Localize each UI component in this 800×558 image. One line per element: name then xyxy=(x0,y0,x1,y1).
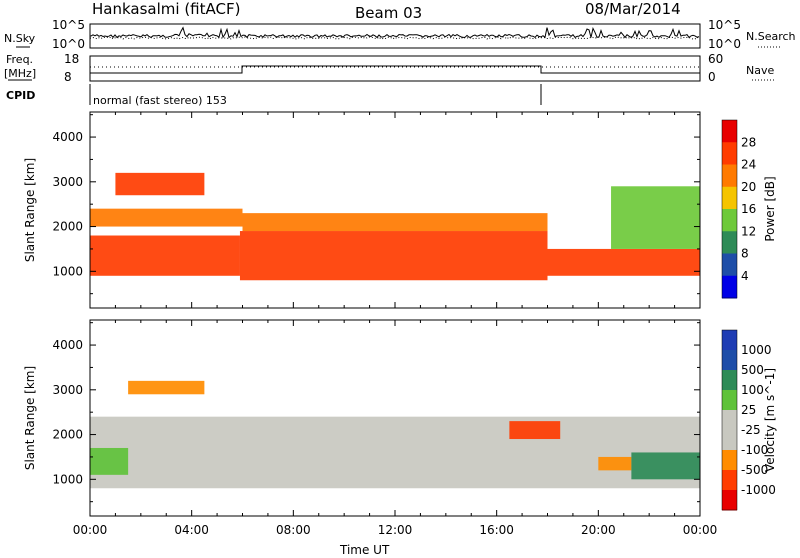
data-band xyxy=(631,452,700,480)
colorbar-tick-label: 16 xyxy=(741,202,756,216)
y-tick-label: 4000 xyxy=(52,130,83,144)
x-tick-label: 00:00 xyxy=(73,523,108,537)
freq-frame xyxy=(89,55,701,82)
colorbar-segment xyxy=(722,209,737,232)
colorbar-tick-label: 500 xyxy=(741,363,764,377)
y-axis-label: Slant Range [km] xyxy=(23,158,37,262)
y-tick-label: 2000 xyxy=(52,428,83,442)
date-label: 08/Mar/2014 xyxy=(585,0,681,18)
noise-left-tick-bottom: 10^0 xyxy=(52,37,85,51)
colorbar-frame xyxy=(721,119,738,299)
freq-unit: [MHz] xyxy=(4,67,36,80)
x-tick-label: 16:00 xyxy=(479,523,514,537)
beam-label: Beam 03 xyxy=(355,4,422,22)
colorbar-segment xyxy=(722,410,737,431)
noise-left-tick-top: 10^5 xyxy=(52,18,85,32)
velocity-panel: 1000 2000 3000 4000 Slant Range [km] xyxy=(23,319,701,517)
nave-label: Nave xyxy=(746,64,774,77)
colorbar-segment xyxy=(722,231,737,254)
freq-panel: Freq. [MHz] 18 8 60 0 Nave xyxy=(4,52,774,84)
data-band xyxy=(90,447,129,475)
colorbar-segment xyxy=(722,490,737,511)
data-band xyxy=(90,235,240,276)
colorbar-segment xyxy=(722,142,737,165)
nave-tick-top: 60 xyxy=(708,52,723,66)
colorbar-tick-label: -1000 xyxy=(741,483,776,497)
x-tick-label: 20:00 xyxy=(581,523,616,537)
nave-tick-bottom: 0 xyxy=(708,70,716,84)
colorbar-label: Velocity [m s^-1] xyxy=(763,368,777,472)
data-band xyxy=(242,213,548,232)
noise-search-trace xyxy=(89,36,700,40)
station-title: Hankasalmi (fitACF) xyxy=(92,0,240,18)
cpid-text: normal (fast stereo) 153 xyxy=(93,94,227,107)
colorbar-tick-label: 20 xyxy=(741,180,756,194)
y-tick-label: 1000 xyxy=(52,472,83,486)
colorbar-segment xyxy=(722,120,737,143)
noise-right-tick-bottom: 10^0 xyxy=(708,37,741,51)
colorbar-segment xyxy=(722,390,737,411)
y-tick-label: 3000 xyxy=(52,383,83,397)
y-tick-label: 3000 xyxy=(52,175,83,189)
data-band xyxy=(598,456,632,471)
colorbar-segment xyxy=(722,350,737,371)
y-axis-label: Slant Range [km] xyxy=(23,366,37,470)
colorbar-tick-label: 8 xyxy=(741,247,749,261)
colorbar-tick-label: 25 xyxy=(741,403,756,417)
velocity-colorbar: 1000 500 100 25 -25 -100 -500 -1000 Velocity [m … xyxy=(721,329,777,511)
freq-trace xyxy=(90,65,700,74)
noise-left-label: N.Sky xyxy=(4,32,36,45)
data-band xyxy=(611,186,700,249)
noise-right-tick-top: 10^5 xyxy=(708,18,741,32)
colorbar-tick-label: -100 xyxy=(741,443,768,457)
x-tick-label: 00:00 xyxy=(683,523,718,537)
colorbar-segment xyxy=(722,275,737,299)
colorbar-tick-label: 4 xyxy=(741,269,749,283)
x-tick-label: 12:00 xyxy=(378,523,413,537)
colorbar-segment xyxy=(722,330,737,351)
x-tick-label: 04:00 xyxy=(174,523,209,537)
noise-panel: N.Sky 10^5 10^0 10^5 10^0 N.Search xyxy=(4,18,796,51)
y-tick-label: 4000 xyxy=(52,338,83,352)
colorbar-segment xyxy=(722,186,737,210)
x-axis-label: Time UT xyxy=(339,543,390,554)
data-band xyxy=(509,421,561,440)
data-band xyxy=(115,172,205,196)
power-colorbar: 4 8 12 16 20 24 28 Power [dB] xyxy=(721,119,777,299)
colorbar-tick-label: 28 xyxy=(741,135,756,149)
x-tick-label: 08:00 xyxy=(276,523,311,537)
colorbar-tick-label: 24 xyxy=(741,158,756,172)
freq-tick-top: 18 xyxy=(64,52,79,66)
x-axis: 00:00 04:00 08:00 12:00 16:00 20:00 00:00 xyxy=(73,523,718,537)
data-band xyxy=(90,208,243,227)
data-band xyxy=(547,248,700,276)
freq-label: Freq. xyxy=(6,53,33,66)
y-tick-label: 2000 xyxy=(52,220,83,234)
colorbar-label: Power [dB] xyxy=(763,176,777,241)
noise-sky-trace xyxy=(90,26,700,39)
y-tick-label: 1000 xyxy=(52,264,83,278)
colorbar-tick-label: -25 xyxy=(741,423,761,437)
colorbar-segment xyxy=(722,370,737,391)
colorbar-segment xyxy=(722,430,737,451)
freq-tick-bottom: 8 xyxy=(64,70,72,84)
power-panel: 1000 2000 3000 4000 Slant Range [km] xyxy=(23,111,701,309)
data-band xyxy=(239,231,548,281)
data-band xyxy=(90,416,700,489)
colorbar-segment xyxy=(722,470,737,491)
cpid-label: CPID xyxy=(6,89,35,102)
colorbar-tick-label: 100 xyxy=(741,383,764,397)
noise-right-label: N.Search xyxy=(746,30,796,43)
colorbar-tick-label: 12 xyxy=(741,224,756,238)
colorbar-segment xyxy=(722,450,737,471)
colorbar-frame xyxy=(721,329,738,511)
colorbar-tick-label: 1000 xyxy=(741,343,772,357)
colorbar-segment xyxy=(722,253,737,277)
data-band xyxy=(128,380,205,395)
colorbar-segment xyxy=(722,164,737,188)
colorbar-tick-label: -500 xyxy=(741,463,768,477)
